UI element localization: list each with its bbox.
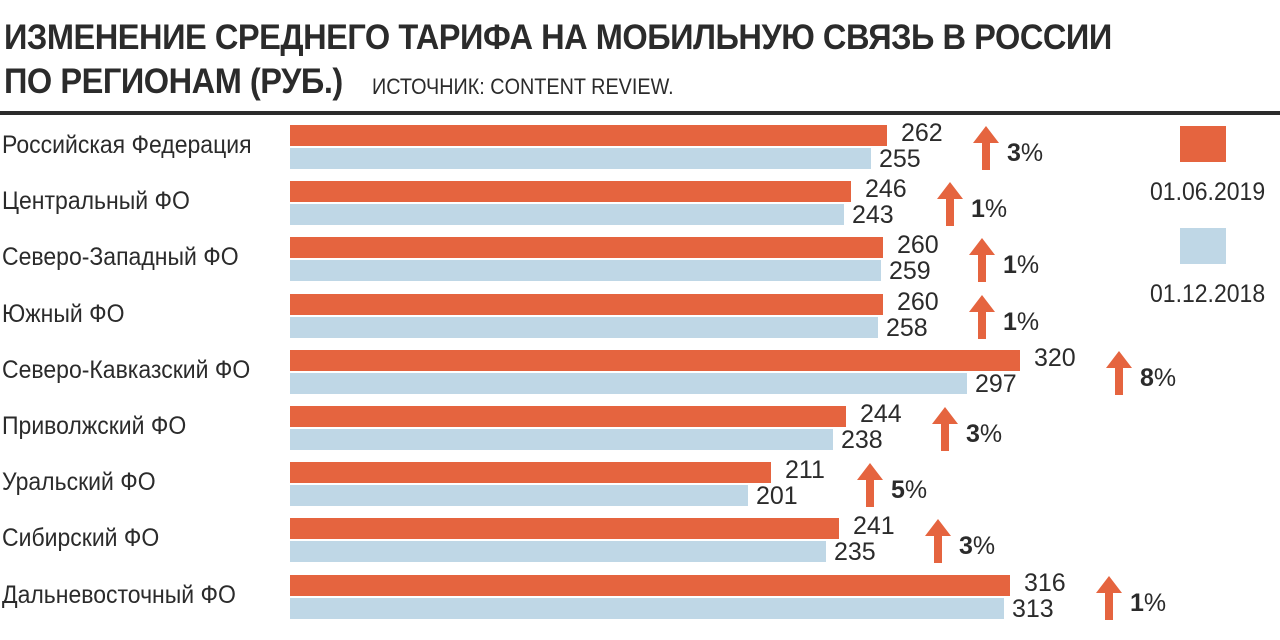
bar-previous (290, 317, 878, 338)
bar-current (290, 294, 883, 315)
change-percent: 1% (1130, 589, 1167, 617)
region-label: Центральный ФО (2, 187, 190, 215)
bar-current (290, 518, 839, 539)
bar-previous (290, 204, 844, 225)
value-label-previous: 297 (975, 370, 1017, 398)
region-label: Северо-Кавказский ФО (2, 356, 251, 384)
value-label-current: 320 (1034, 344, 1076, 372)
bar-previous (290, 541, 826, 562)
bar-current (290, 125, 887, 146)
chart-title-line2: ПО РЕГИОНАМ (РУБ.) (4, 62, 343, 101)
value-label-current: 260 (897, 288, 939, 316)
bar-previous (290, 260, 881, 281)
value-label-previous: 258 (886, 314, 928, 342)
value-label-current: 246 (865, 175, 907, 203)
value-label-current: 211 (785, 456, 825, 484)
change-percent: 1% (1003, 251, 1040, 279)
region-label: Сибирский ФО (2, 524, 160, 552)
legend-label-previous: 01.12.2018 (1150, 280, 1266, 308)
bar-current (290, 181, 851, 202)
change-percent: 1% (971, 195, 1008, 223)
value-label-previous: 259 (889, 257, 931, 285)
value-label-previous: 238 (841, 426, 883, 454)
region-label: Уральский ФО (2, 468, 156, 496)
value-label-previous: 201 (756, 482, 798, 510)
bar-previous (290, 485, 748, 506)
arrow-up-icon (973, 126, 999, 170)
change-percent: 5% (891, 476, 928, 504)
bar-current (290, 462, 771, 483)
value-label-current: 241 (853, 512, 895, 540)
value-label-current: 262 (901, 119, 943, 147)
value-label-previous: 243 (852, 201, 894, 229)
arrow-up-icon (937, 182, 963, 226)
change-percent: 3% (1007, 139, 1044, 167)
bar-current (290, 575, 1010, 596)
value-label-previous: 255 (879, 145, 921, 173)
legend-swatch-previous (1180, 228, 1226, 264)
bar-current (290, 237, 883, 258)
bar-current (290, 350, 1020, 371)
bar-previous (290, 148, 871, 169)
change-percent: 3% (966, 420, 1003, 448)
arrow-up-icon (969, 295, 995, 339)
legend-swatch-current (1180, 126, 1226, 162)
region-label: Приволжский ФО (2, 412, 187, 440)
region-label: Южный ФО (2, 300, 125, 328)
source-note: ИСТОЧНИК: CONTENT REVIEW. (372, 74, 674, 99)
change-percent: 3% (959, 532, 996, 560)
bar-current (290, 406, 846, 427)
legend-label-current: 01.06.2019 (1150, 178, 1266, 206)
bar-previous (290, 598, 1004, 619)
arrow-up-icon (1096, 576, 1122, 620)
arrow-up-icon (925, 519, 951, 563)
value-label-previous: 313 (1012, 595, 1054, 623)
arrow-up-icon (969, 238, 995, 282)
bar-previous (290, 373, 967, 394)
title-divider (0, 111, 1280, 115)
value-label-previous: 235 (834, 538, 876, 566)
region-label: Российская Федерация (2, 131, 252, 159)
arrow-up-icon (1106, 351, 1132, 395)
change-percent: 1% (1003, 308, 1040, 336)
region-label: Дальневосточный ФО (2, 581, 236, 609)
arrow-up-icon (932, 407, 958, 451)
region-label: Северо-Западный ФО (2, 243, 239, 271)
change-percent: 8% (1140, 364, 1177, 392)
arrow-up-icon (857, 463, 883, 507)
chart-title-line1: ИЗМЕНЕНИЕ СРЕДНЕГО ТАРИФА НА МОБИЛЬНУЮ С… (4, 18, 1112, 57)
value-label-current: 244 (860, 400, 902, 428)
value-label-current: 316 (1024, 569, 1066, 597)
value-label-current: 260 (897, 231, 939, 259)
bar-previous (290, 429, 833, 450)
